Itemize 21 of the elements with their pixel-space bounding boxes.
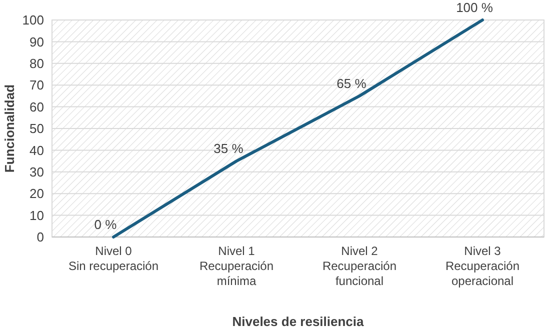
data-label: 0 % [94, 217, 118, 232]
y-tick-label: 70 [30, 78, 44, 93]
y-tick-label: 40 [30, 142, 44, 158]
data-label: 100 % [456, 0, 494, 15]
data-label: 65 % [336, 76, 367, 91]
y-tick-label: 30 [30, 164, 44, 180]
data-label: 35 % [214, 141, 244, 156]
y-tick-label: 60 [30, 99, 44, 114]
y-tick-label: 20 [30, 186, 44, 202]
x-tick-label: Nivel 0 Sin recuperación [68, 244, 159, 273]
x-axis-title: Niveles de resiliencia [232, 314, 365, 329]
y-tick-label: 80 [30, 56, 44, 71]
y-tick-label: 100 [22, 12, 44, 28]
x-tick-label: Nivel 2 Recuperación funcional [322, 244, 397, 288]
x-tick-label: Nivel 3 Recuperación operacional [445, 244, 520, 288]
y-tick-label: 10 [30, 208, 44, 223]
y-tick-label: 50 [30, 121, 44, 136]
y-axis-title: Funcionalidad [2, 84, 17, 173]
y-tick-label: 90 [30, 34, 44, 50]
x-tick-label: Nivel 1 Recuperación mínima [199, 244, 274, 288]
y-tick-label: 0 [36, 230, 44, 245]
